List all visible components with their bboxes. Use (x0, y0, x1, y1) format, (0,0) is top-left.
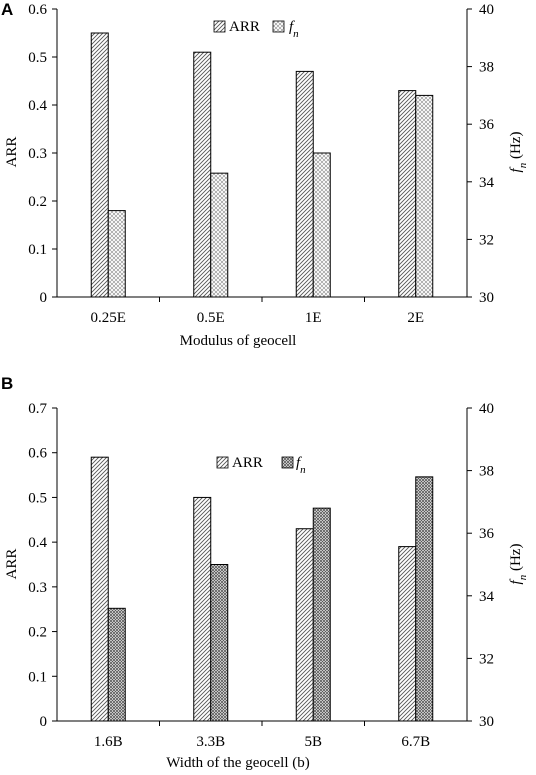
bar-arr-0-25e (90, 32, 109, 298)
left-tick-label: 0 (40, 290, 48, 306)
left-tick-label: 0.3 (28, 580, 47, 596)
left-tick-label: 0.7 (28, 401, 47, 417)
bar-fn-2e (415, 94, 434, 298)
x-axis-ticks: 0.25E 0.5E 1E 2E (91, 297, 424, 326)
right-tick-label: 36 (479, 526, 495, 542)
bar-arr-1-6b (90, 456, 109, 722)
bar-fn-0-25e (107, 210, 126, 298)
bar-fn-5b (312, 507, 331, 722)
left-axis-ticks: 0 0.1 0.2 0.3 0.4 0.5 0.6 (28, 2, 57, 306)
x-tick-label: 3.3B (196, 734, 225, 750)
left-tick-label: 0.2 (28, 625, 47, 641)
right-tick-label: 36 (479, 117, 495, 133)
right-tick-label: 40 (479, 2, 494, 18)
bar-arr-1e (295, 70, 314, 298)
legend-label-fn: fn (296, 455, 306, 476)
bar-fn-6-7b (415, 476, 434, 722)
x-tick-label: 1E (305, 310, 322, 326)
bar-arr-3-3b (193, 496, 212, 722)
left-tick-label: 0 (40, 714, 48, 730)
legend: ARR fn (213, 19, 299, 40)
y-axis-title-right: fn (Hz) (508, 132, 529, 173)
bar-arr-6-7b (398, 546, 417, 722)
legend-swatch-arr (216, 456, 229, 469)
x-tick-label: 2E (407, 310, 424, 326)
right-axis-ticks: 30 32 34 36 38 40 (467, 2, 495, 306)
legend-label-arr: ARR (232, 455, 263, 471)
bars (90, 456, 434, 722)
y-axis-title-left: ARR (4, 549, 20, 580)
bar-arr-2e (398, 90, 417, 298)
bar-fn-1e (312, 152, 331, 298)
x-axis-title: Width of the geocell (b) (166, 755, 310, 771)
left-tick-label: 0.3 (28, 146, 47, 162)
right-axis-ticks: 30 32 34 36 38 40 (467, 401, 495, 730)
legend-label-arr: ARR (229, 19, 260, 35)
panel-label: B (1, 374, 13, 393)
x-tick-label: 0.5E (197, 310, 225, 326)
right-tick-label: 34 (479, 175, 495, 191)
left-tick-label: 0.1 (28, 242, 47, 258)
left-tick-label: 0.4 (28, 98, 47, 114)
x-tick-label: 0.25E (91, 310, 126, 326)
x-axis-ticks: 1.6B 3.3B 5B 6.7B (94, 721, 430, 750)
right-tick-label: 38 (479, 60, 494, 76)
legend-swatch-fn (281, 456, 294, 469)
right-tick-label: 40 (479, 401, 494, 417)
legend-swatch-arr (213, 20, 226, 33)
right-tick-label: 30 (479, 714, 494, 730)
right-tick-label: 30 (479, 290, 494, 306)
panel-label: A (1, 0, 13, 19)
x-tick-label: 1.6B (94, 734, 123, 750)
left-tick-label: 0.6 (28, 446, 47, 462)
chart-panel-a: A 0 0.1 0.2 0.3 0.4 0.5 0.6 30 32 34 36 38 40 0.25E… (1, 0, 529, 349)
left-tick-label: 0.1 (28, 669, 47, 685)
left-tick-label: 0.4 (28, 535, 47, 551)
left-tick-label: 0.5 (28, 490, 47, 506)
bar-arr-0-5e (193, 51, 212, 298)
left-tick-label: 0.6 (28, 2, 47, 18)
y-axis-title-right: fn (Hz) (508, 544, 529, 585)
legend-swatch-fn (272, 20, 285, 33)
bar-fn-0-5e (210, 172, 229, 298)
bar-fn-1-6b (107, 607, 126, 722)
y-axis-title-left: ARR (4, 137, 20, 168)
right-tick-label: 32 (479, 651, 494, 667)
right-tick-label: 34 (479, 589, 495, 605)
bar-arr-5b (295, 528, 314, 722)
left-tick-label: 0.5 (28, 50, 47, 66)
left-axis-ticks: 0 0.1 0.2 0.3 0.4 0.5 0.6 0.7 (28, 401, 57, 730)
right-tick-label: 38 (479, 464, 494, 480)
bars (90, 32, 434, 298)
legend-label-fn: fn (289, 19, 299, 40)
left-tick-label: 0.2 (28, 194, 47, 210)
x-axis-title: Modulus of geocell (180, 333, 297, 349)
chart-panel-b: B 0 0.1 0.2 0.3 0.4 0.5 0.6 0.7 30 32 34 36 38 40 1.… (1, 374, 529, 771)
right-tick-label: 32 (479, 232, 494, 248)
bar-fn-3-3b (210, 564, 229, 722)
x-tick-label: 6.7B (401, 734, 430, 750)
legend: ARR fn (216, 455, 306, 476)
x-tick-label: 5B (304, 734, 322, 750)
